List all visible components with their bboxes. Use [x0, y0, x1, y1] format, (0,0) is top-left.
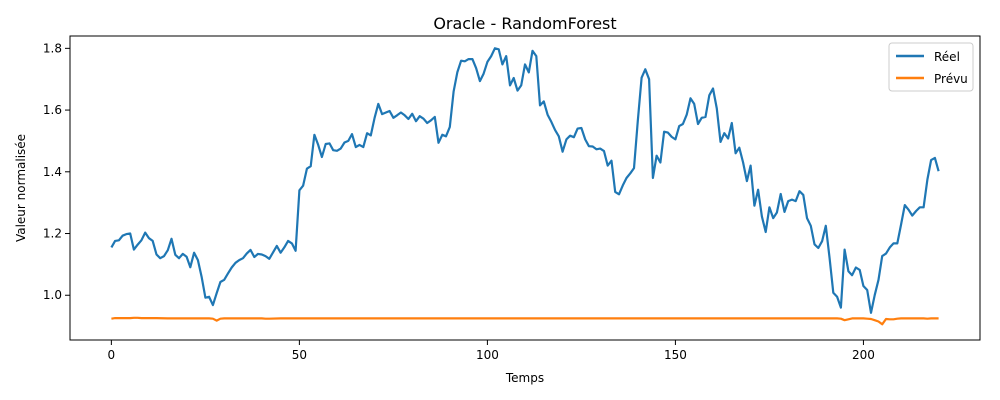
- series-line-reel: [110, 47, 940, 314]
- chart-title: Oracle - RandomForest: [433, 14, 616, 33]
- y-tick-label: 1.8: [43, 41, 62, 55]
- legend: Réel Prévu: [888, 42, 974, 92]
- x-tick-label: 50: [292, 348, 307, 362]
- x-tick-label: 150: [664, 348, 687, 362]
- y-tick-label: 1.4: [43, 165, 62, 179]
- x-axis-label: Temps: [505, 371, 544, 385]
- legend-label-prevu: Prévu: [934, 72, 968, 86]
- y-axis: 1.0 1.2 1.4 1.6 1.8: [43, 41, 70, 302]
- y-axis-label: Valeur normalisée: [14, 134, 28, 242]
- plot-lines: [110, 47, 940, 326]
- y-tick-label: 1.0: [43, 288, 62, 302]
- x-tick-label: 100: [476, 348, 499, 362]
- y-tick-label: 1.6: [43, 103, 62, 117]
- y-tick-label: 1.2: [43, 227, 62, 241]
- x-tick-label: 200: [852, 348, 875, 362]
- plot-frame: [69, 35, 981, 341]
- legend-label-reel: Réel: [934, 50, 960, 64]
- series-line-prevu: [111, 316, 939, 326]
- x-axis: 0 50 100 150 200: [108, 340, 875, 362]
- x-tick-label: 0: [108, 348, 116, 362]
